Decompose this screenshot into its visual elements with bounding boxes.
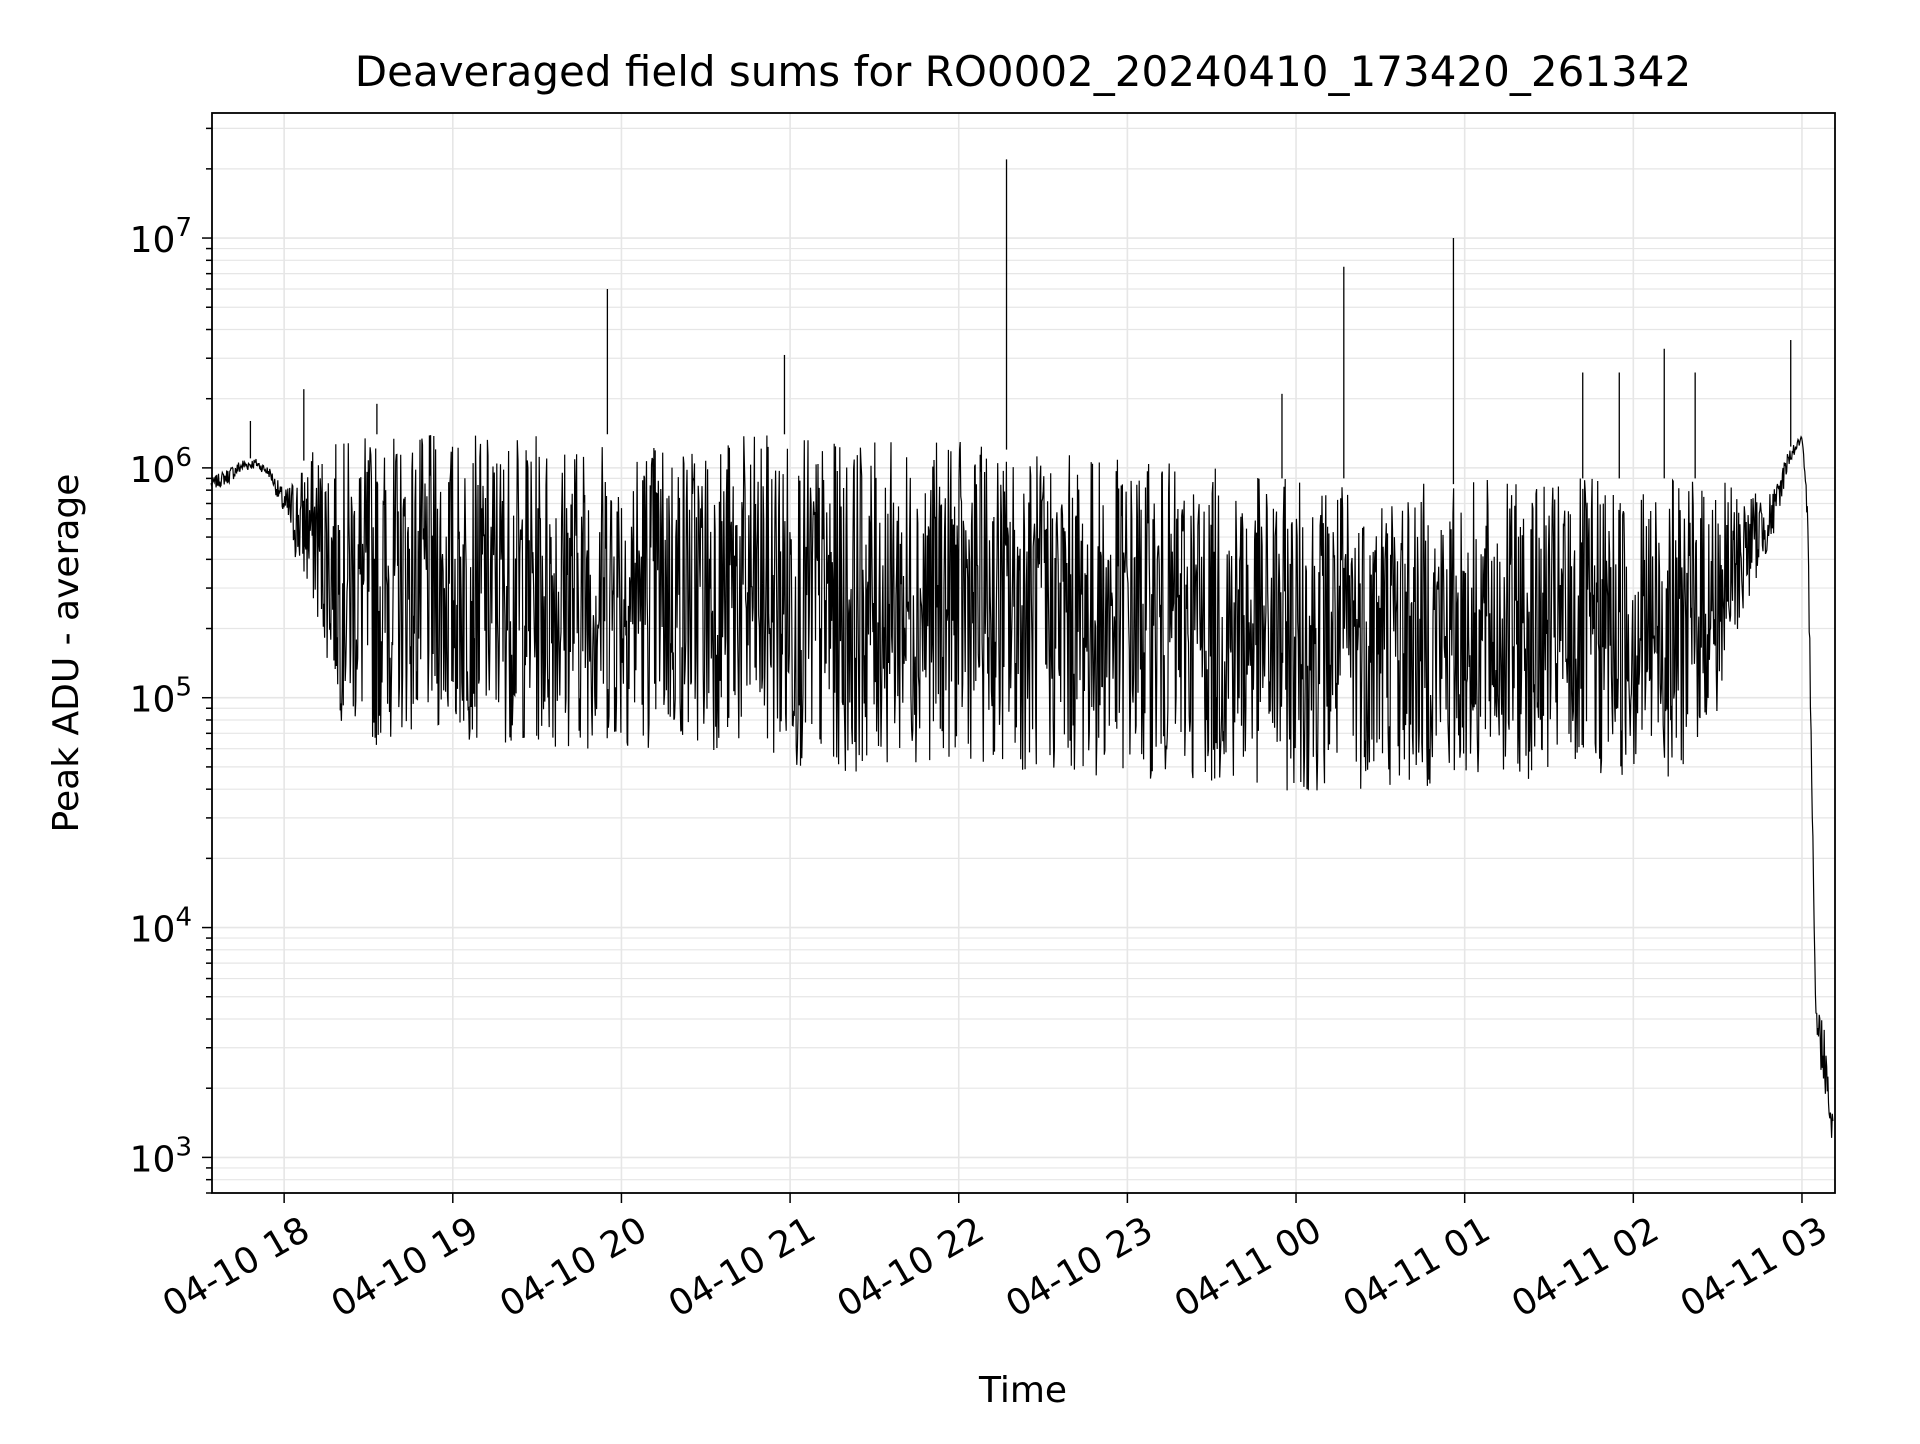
- series-line-group: [210, 159, 1834, 1138]
- y-tick-exponent: 3: [175, 1132, 192, 1162]
- y-tick-base: 10: [130, 220, 176, 261]
- y-tick-exponent: 7: [175, 213, 192, 243]
- y-tick-base: 10: [130, 1139, 176, 1180]
- x-axis-label: Time: [978, 1370, 1067, 1411]
- plot-area-frame: [211, 112, 1836, 1194]
- y-axis-label: Peak ADU - average: [46, 474, 87, 833]
- y-tick-label: 106: [130, 443, 192, 491]
- y-tick-base: 10: [130, 450, 176, 491]
- y-tick-exponent: 4: [175, 903, 192, 933]
- chart-title: Deaveraged field sums for RO0002_2024041…: [355, 47, 1691, 96]
- y-tick-base: 10: [130, 910, 176, 951]
- y-tick-exponent: 6: [175, 443, 192, 473]
- y-tick-label: 105: [130, 673, 192, 721]
- y-tick-base: 10: [130, 680, 176, 721]
- series-line: [210, 435, 1834, 1138]
- y-tick-label: 107: [130, 213, 192, 261]
- y-tick-label: 103: [130, 1132, 192, 1180]
- y-tick-exponent: 5: [175, 673, 192, 703]
- y-tick-label: 104: [130, 903, 192, 951]
